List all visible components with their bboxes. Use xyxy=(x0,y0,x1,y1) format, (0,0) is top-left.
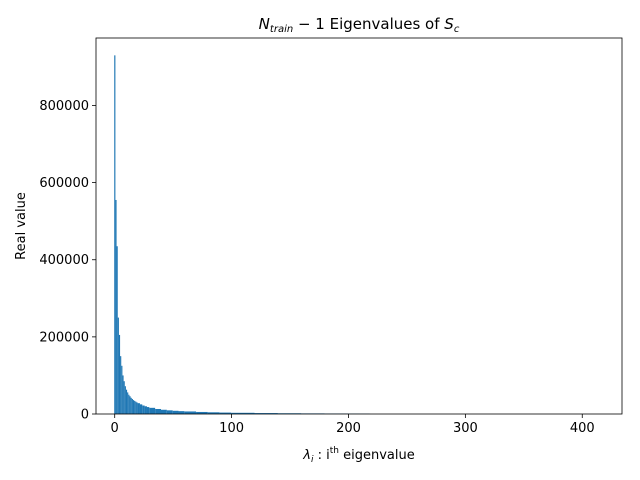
bar xyxy=(178,411,185,414)
xlabel-mid: : i xyxy=(313,448,329,463)
bar xyxy=(127,392,129,414)
y-tick-label: 800000 xyxy=(39,99,89,114)
x-tick-label: 300 xyxy=(453,421,478,436)
xlabel-end: eigenvalue xyxy=(339,448,415,463)
y-axis-label: Real value xyxy=(14,192,29,260)
bar xyxy=(134,400,136,414)
bar xyxy=(146,407,150,414)
bar xyxy=(196,411,208,414)
bar xyxy=(118,334,121,414)
title-main: N xyxy=(259,15,270,33)
title-end: S xyxy=(444,15,454,33)
bar xyxy=(128,394,130,414)
bar xyxy=(116,246,118,414)
y-tick-label: 400000 xyxy=(39,253,89,268)
bar xyxy=(129,396,131,414)
bar xyxy=(135,401,137,414)
bar xyxy=(149,407,156,414)
bar xyxy=(115,199,117,414)
bar xyxy=(166,410,173,414)
plot-frame xyxy=(95,37,623,415)
bar xyxy=(184,411,197,414)
bar xyxy=(254,413,278,414)
title-end-sub: c xyxy=(454,24,460,35)
bar xyxy=(121,365,123,414)
x-tick-label: 0 xyxy=(111,421,119,436)
xlabel-prefix: λ xyxy=(302,448,311,463)
x-tick-label: 200 xyxy=(336,421,361,436)
bar xyxy=(142,405,145,414)
bar xyxy=(120,356,122,414)
bar xyxy=(122,375,124,414)
title-mid: − 1 Eigenvalues of xyxy=(293,15,444,33)
bar-series xyxy=(114,55,371,414)
y-tick-label: 600000 xyxy=(39,176,89,191)
bar xyxy=(137,403,140,414)
bar xyxy=(207,412,220,414)
title-sub: train xyxy=(270,24,293,35)
y-tick-label: 0 xyxy=(81,408,89,423)
bar xyxy=(125,389,128,414)
bar xyxy=(139,404,143,414)
chart-title: Ntrain − 1 Eigenvalues of Sc xyxy=(259,15,460,35)
x-axis-ticks: 0 100 200 300 400 xyxy=(111,414,595,436)
y-tick-label: 200000 xyxy=(39,330,89,345)
xlabel-sub: i xyxy=(311,455,314,465)
bar xyxy=(155,408,161,414)
bar xyxy=(219,412,232,414)
x-axis-label: λi : ith eigenvalue xyxy=(302,446,414,465)
bar xyxy=(160,409,167,414)
bar xyxy=(117,317,119,414)
bar xyxy=(231,412,255,414)
bar xyxy=(130,397,132,414)
xlabel-sup: th xyxy=(330,446,339,456)
bar xyxy=(132,400,135,414)
x-tick-label: 100 xyxy=(219,421,244,436)
bar xyxy=(124,386,126,414)
x-tick-label: 400 xyxy=(570,421,595,436)
bar xyxy=(114,55,116,414)
bar xyxy=(131,398,133,414)
bar xyxy=(144,406,147,414)
bar xyxy=(136,402,138,414)
y-axis-ticks: 0 200000 400000 600000 800000 xyxy=(39,99,96,423)
bar xyxy=(123,381,125,414)
bar xyxy=(172,410,179,414)
